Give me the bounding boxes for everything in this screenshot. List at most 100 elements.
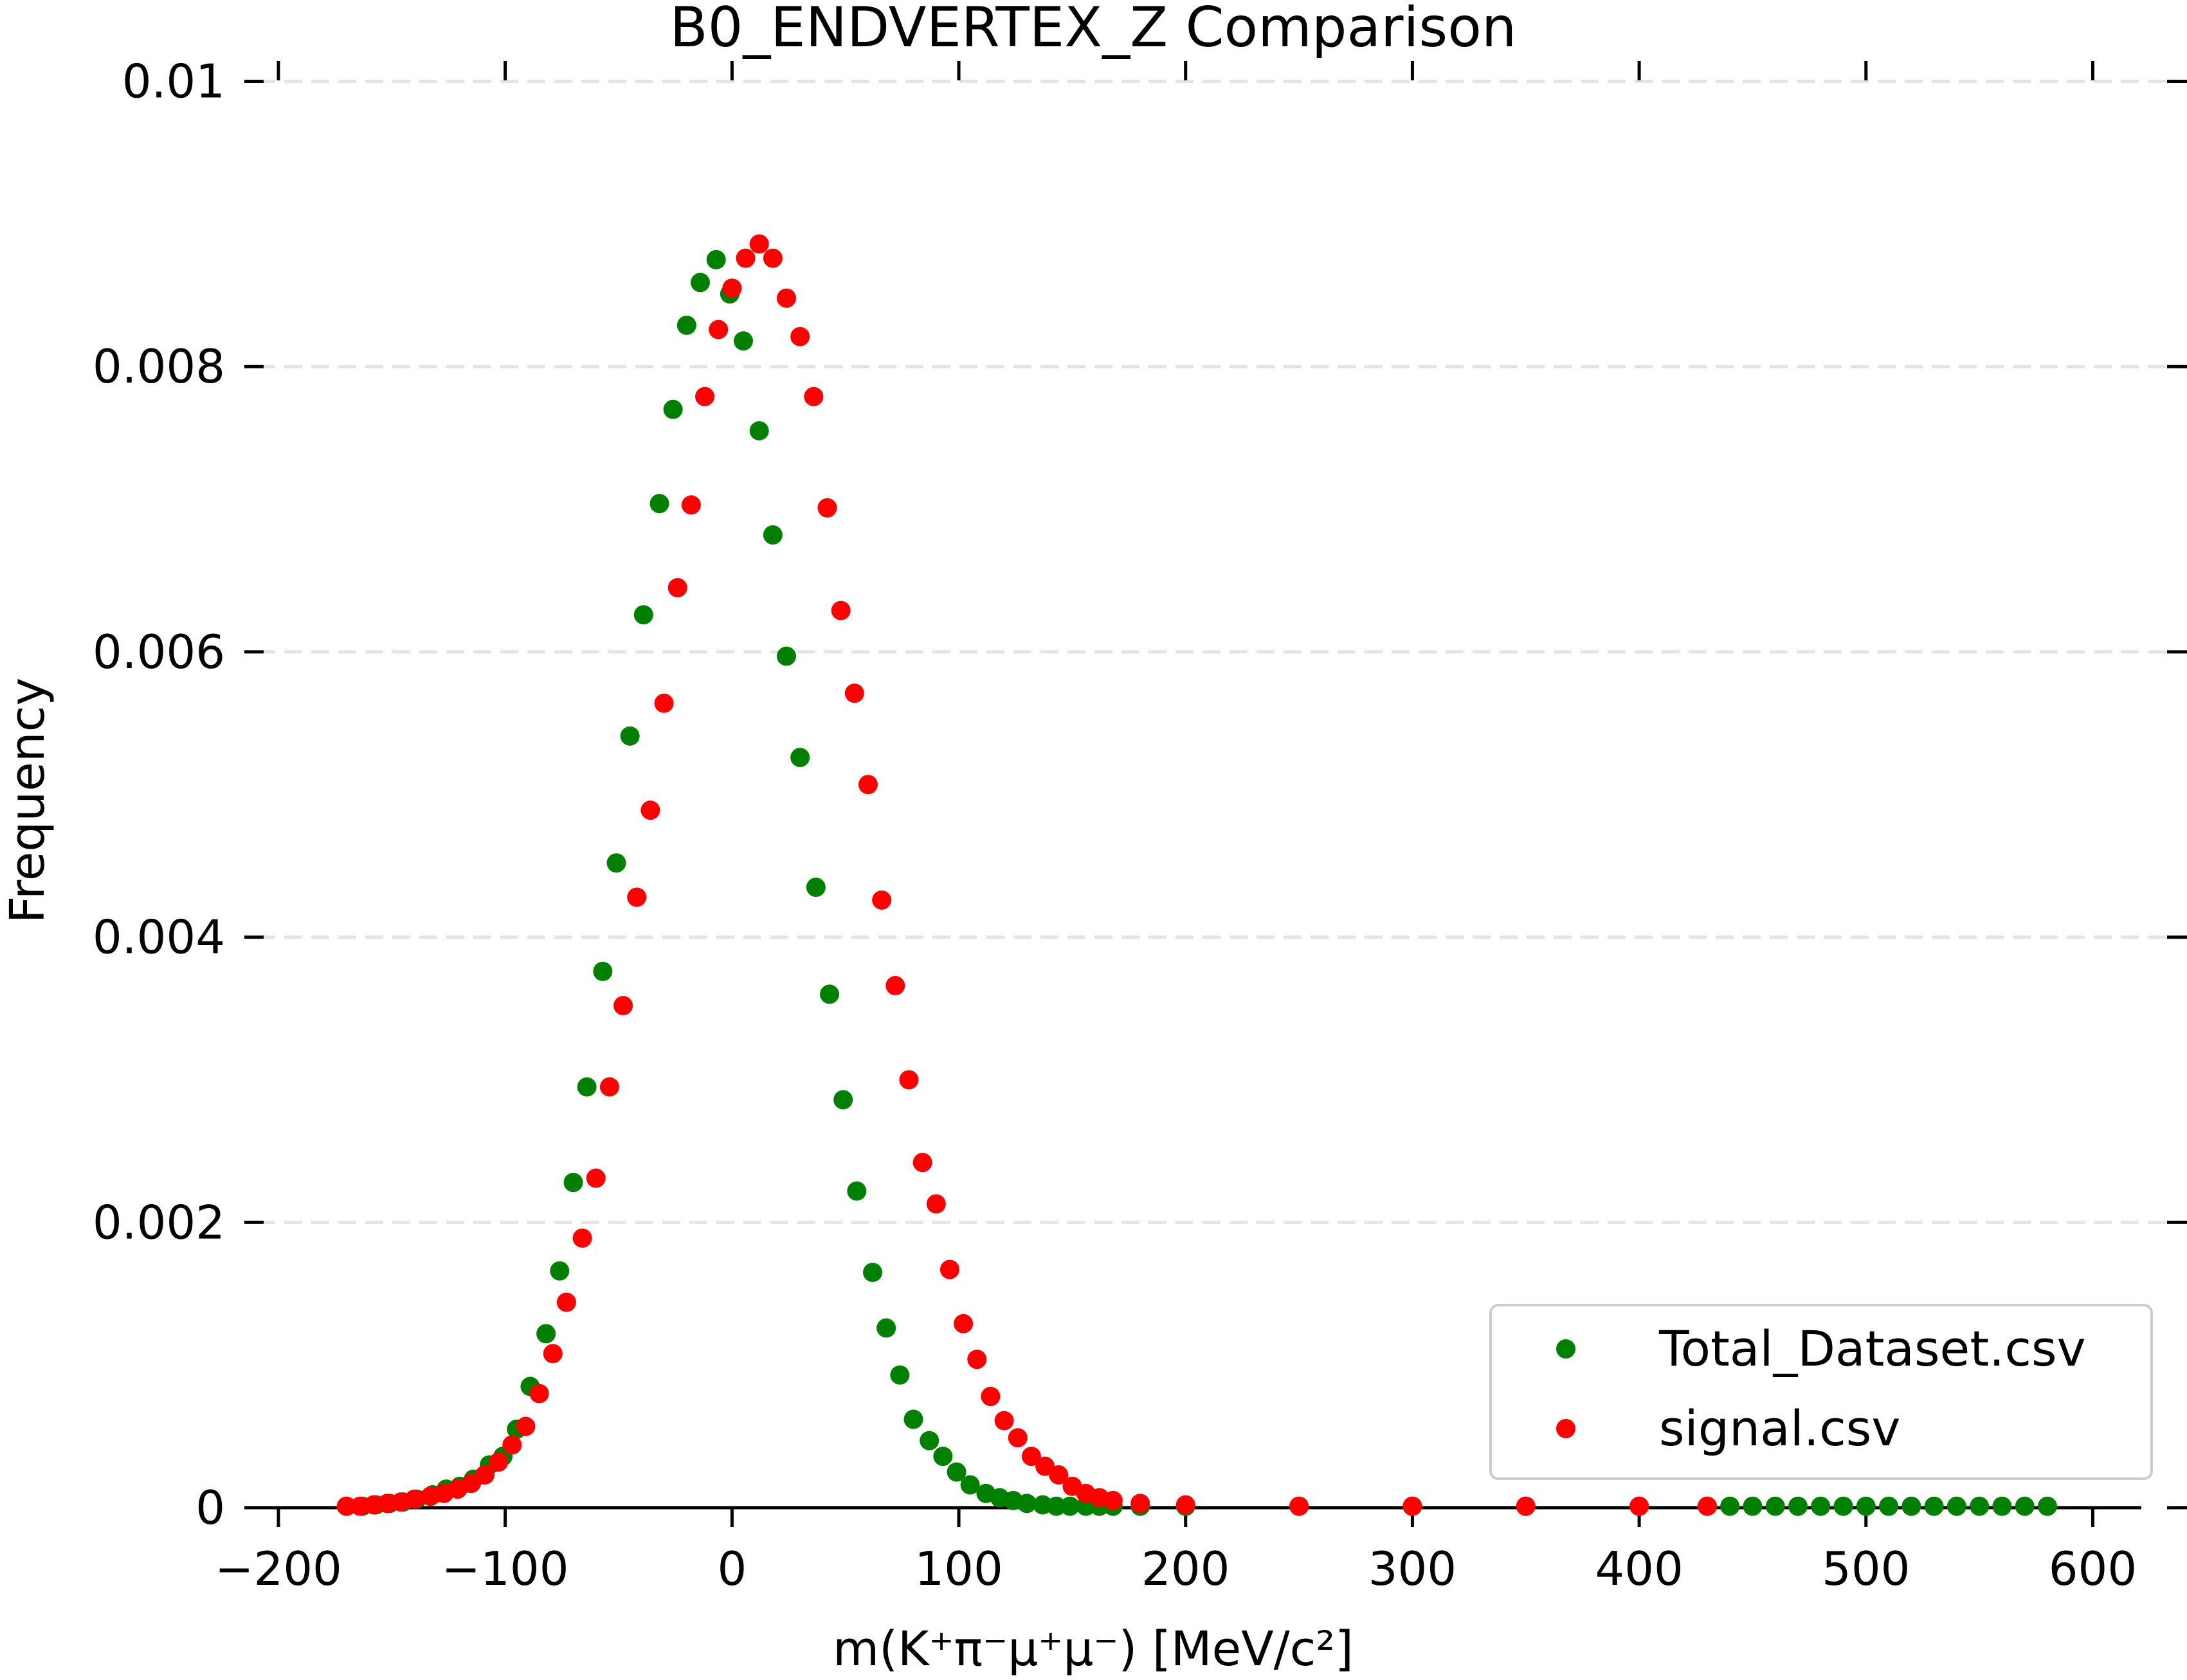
data-point [1289, 1496, 1309, 1516]
data-point [649, 494, 669, 514]
data-point [926, 1194, 946, 1214]
data-point [806, 877, 826, 897]
data-point [586, 1168, 606, 1188]
x-tick-label: −100 [442, 1542, 569, 1596]
data-point [654, 693, 674, 713]
data-point [550, 1261, 570, 1281]
y-axis-label: Frequency [0, 678, 55, 923]
data-point [709, 320, 729, 339]
legend-marker-total-dataset [1556, 1339, 1575, 1359]
data-point [1516, 1496, 1536, 1516]
data-point [920, 1431, 939, 1450]
data-point [676, 315, 696, 335]
data-point [1175, 1495, 1195, 1515]
data-point [763, 525, 783, 545]
data-point [749, 421, 769, 441]
data-point [1402, 1496, 1422, 1516]
data-point [1697, 1496, 1717, 1516]
data-point [1970, 1496, 1990, 1516]
data-point [885, 976, 905, 996]
data-point [749, 234, 769, 254]
data-point [872, 890, 892, 910]
x-tick-label: 100 [914, 1542, 1003, 1596]
x-tick-label: −200 [215, 1542, 342, 1596]
data-point [820, 984, 840, 1004]
data-point [1947, 1496, 1966, 1516]
data-series [336, 234, 2057, 1516]
data-point [556, 1292, 576, 1312]
x-axis-label: m(K⁺π⁻μ⁺μ⁻) [MeV/c²] [833, 1621, 1354, 1677]
data-point [489, 1452, 509, 1472]
data-point [736, 248, 756, 268]
series-signal [336, 234, 1717, 1516]
data-point [833, 1090, 853, 1110]
data-point [1720, 1496, 1740, 1516]
tick-marks: −200 −100 0 100 200 300 400 500 600 0 0.002 0.004 0.… [93, 55, 2187, 1596]
data-point [777, 288, 797, 308]
y-tick-label: 0.002 [93, 1195, 225, 1249]
data-point [933, 1447, 953, 1467]
data-point [577, 1077, 597, 1097]
data-point [847, 1181, 867, 1201]
data-point [593, 961, 613, 981]
data-point [620, 726, 640, 746]
data-point [2037, 1496, 2057, 1516]
data-point [817, 498, 837, 518]
y-tick-label: 0.006 [93, 625, 225, 679]
data-point [599, 1077, 619, 1097]
data-point [844, 683, 864, 703]
data-point [529, 1384, 549, 1404]
y-tick-label: 0.01 [122, 55, 225, 109]
data-point [863, 1262, 883, 1282]
data-point [1992, 1496, 2012, 1516]
data-point [890, 1365, 910, 1385]
legend-label-total-dataset: Total_Dataset.csv [1658, 1320, 2086, 1377]
data-point [1856, 1496, 1876, 1516]
data-point [690, 273, 710, 293]
chart-title: B0_ENDVERTEX_Z Comparison [670, 0, 1517, 60]
data-point [627, 887, 647, 907]
data-point [606, 853, 626, 873]
data-point [763, 248, 783, 268]
data-point [1833, 1496, 1853, 1516]
data-point [947, 1462, 966, 1482]
data-point [734, 331, 753, 351]
data-point [939, 1260, 959, 1279]
data-point [954, 1314, 974, 1333]
data-point [1017, 1494, 1037, 1513]
data-point [336, 1496, 356, 1516]
x-tick-label: 400 [1595, 1542, 1683, 1596]
data-point [1103, 1490, 1123, 1510]
data-point [876, 1318, 896, 1338]
data-point [1743, 1496, 1763, 1516]
x-tick-label: 600 [2049, 1542, 2137, 1596]
data-point [1008, 1428, 1028, 1448]
data-point [613, 996, 633, 1016]
data-point [960, 1475, 980, 1495]
data-point [1788, 1496, 1808, 1516]
data-point [633, 605, 653, 625]
x-tick-label: 0 [717, 1542, 747, 1596]
y-tick-label: 0.004 [93, 910, 225, 964]
data-point [722, 278, 742, 298]
data-point [994, 1411, 1014, 1431]
data-point [667, 578, 687, 598]
legend-box [1489, 1304, 2153, 1480]
data-point [831, 601, 851, 620]
legend: Total_Dataset.csv signal.csv [1489, 1304, 2153, 1480]
data-point [536, 1324, 556, 1344]
data-point [1901, 1496, 1921, 1516]
data-point [1060, 1496, 1080, 1516]
data-point [543, 1344, 563, 1364]
data-point [1130, 1494, 1150, 1513]
gridlines [257, 80, 2187, 1224]
data-point [404, 1489, 424, 1509]
data-point [1049, 1465, 1069, 1485]
data-point [516, 1416, 536, 1436]
data-point [475, 1465, 495, 1485]
x-tick-label: 200 [1141, 1542, 1230, 1596]
data-point [563, 1173, 583, 1193]
legend-label-signal: signal.csv [1659, 1400, 1900, 1457]
data-point [912, 1153, 932, 1173]
